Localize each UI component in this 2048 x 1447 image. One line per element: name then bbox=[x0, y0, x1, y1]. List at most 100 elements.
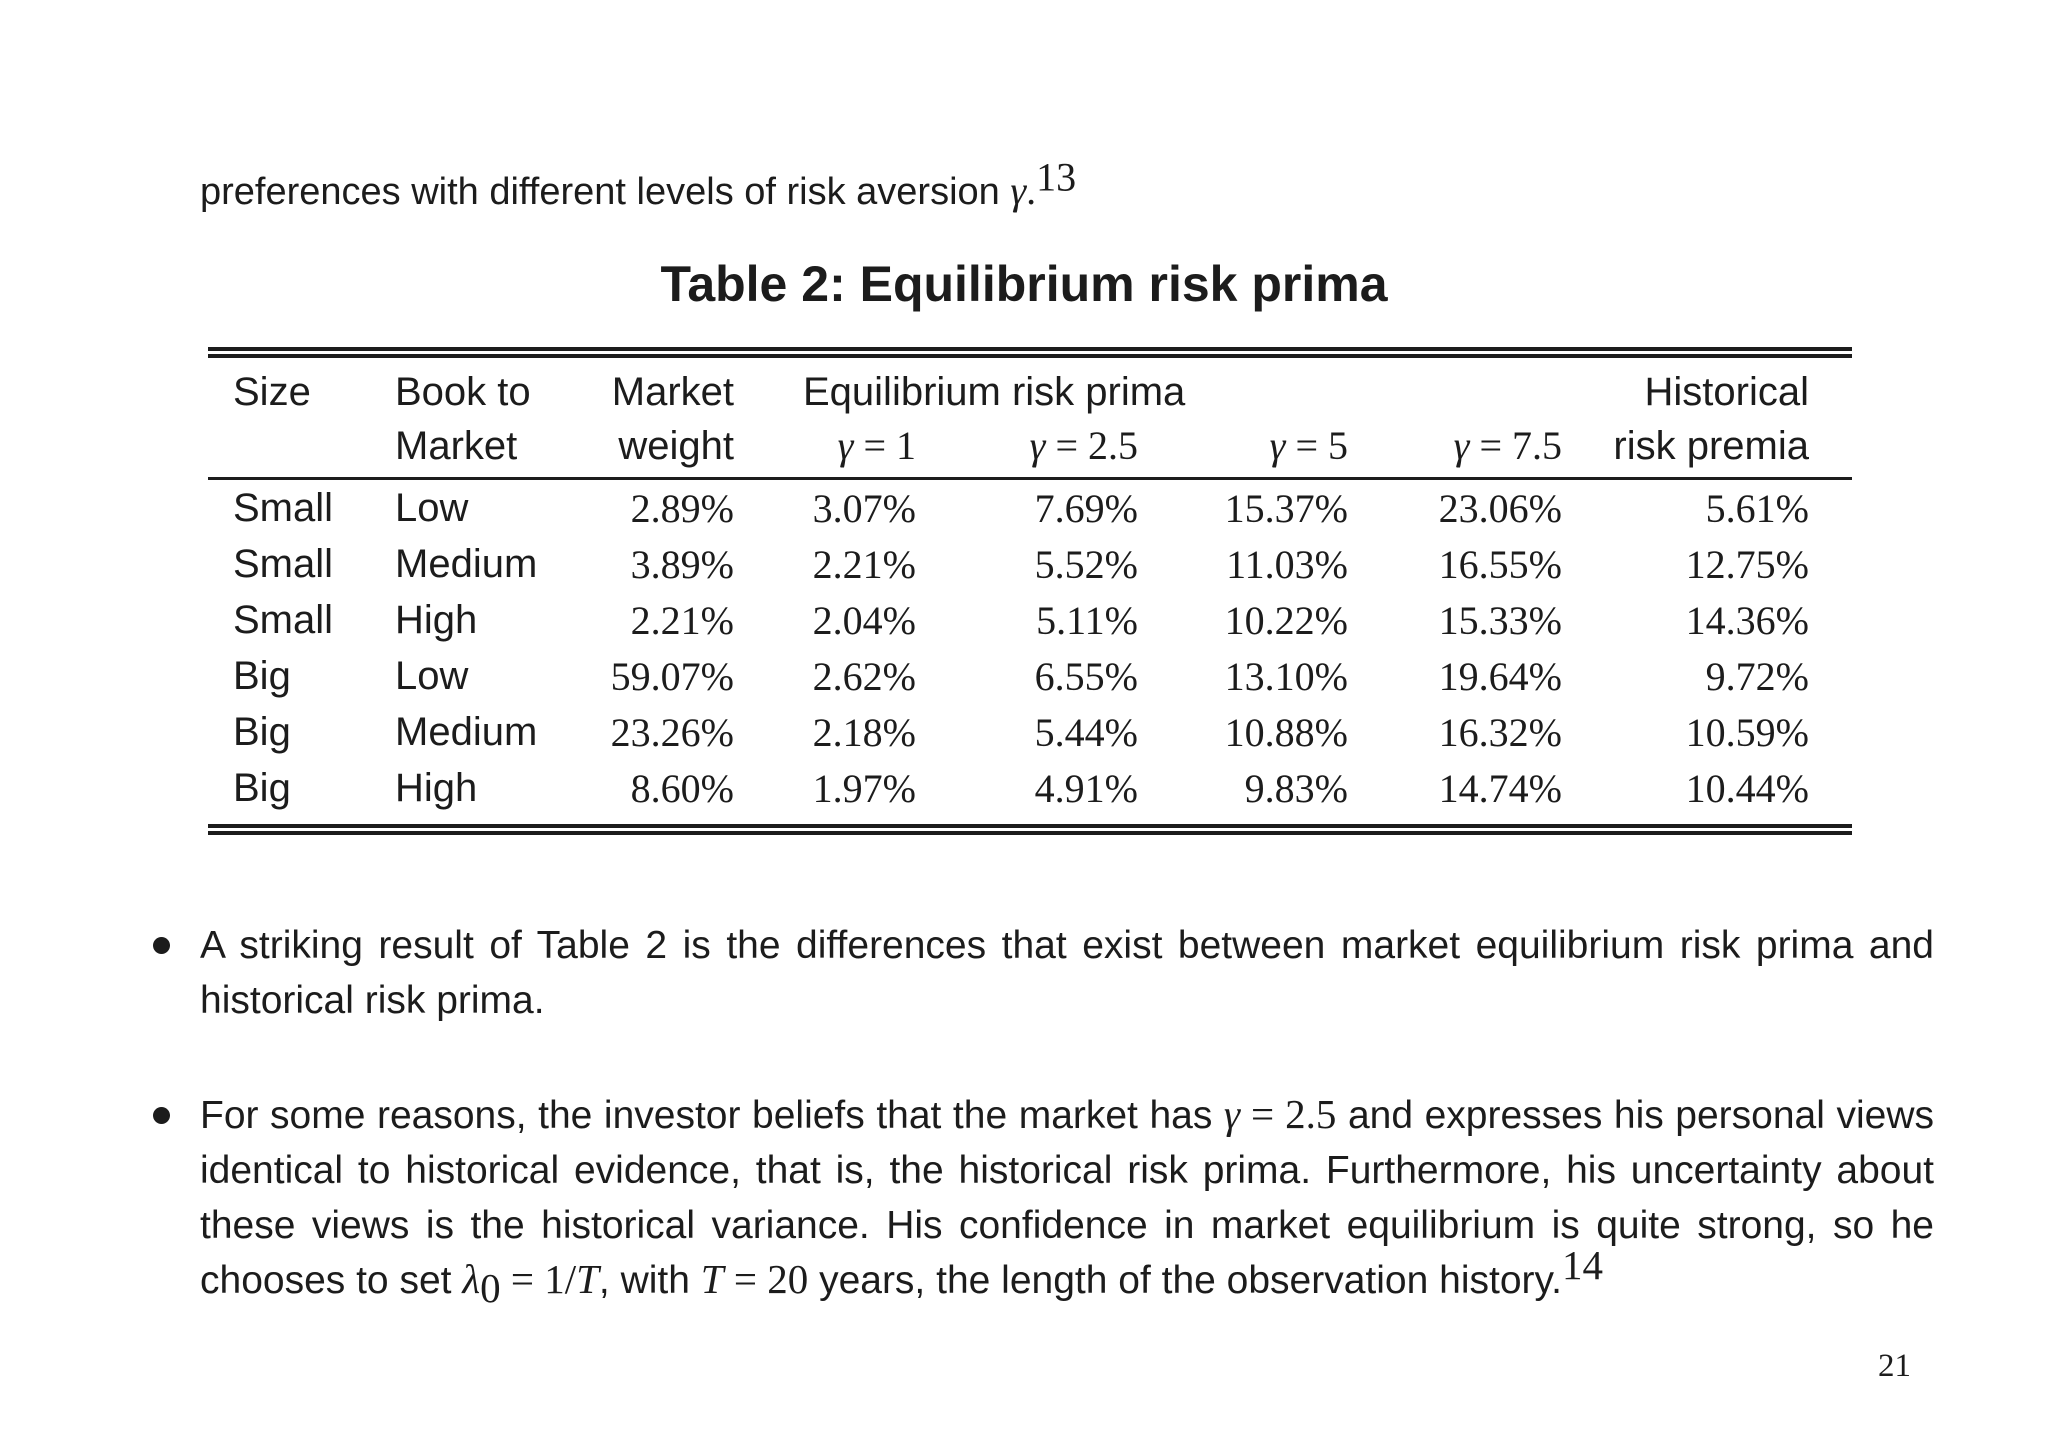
bullet-item-2: For some reasons, the investor beliefs t… bbox=[153, 1088, 1934, 1311]
intro-paragraph: preferences with different levels of ris… bbox=[200, 157, 1076, 217]
bullet-1-text: A striking result of Table 2 is the diff… bbox=[200, 924, 1934, 1022]
cell-size: Big bbox=[233, 653, 291, 698]
table-row: Big Low 59.07% 2.62% 6.55% 13.10% 19.64%… bbox=[208, 648, 1852, 704]
cell-size: Big bbox=[233, 709, 291, 754]
cell-gamma-5: 10.88% bbox=[1224, 709, 1348, 755]
cell-book-to-market: High bbox=[395, 765, 478, 810]
cell-gamma-7-5: 16.32% bbox=[1438, 709, 1562, 755]
cell-size: Big bbox=[233, 765, 291, 810]
cell-gamma-1: 2.18% bbox=[812, 709, 916, 755]
bullet-item-1: A striking result of Table 2 is the diff… bbox=[153, 918, 1934, 1028]
header-size: Size bbox=[233, 370, 311, 414]
cell-market-weight: 2.21% bbox=[630, 597, 734, 643]
cell-gamma-7-5: 14.74% bbox=[1438, 765, 1562, 811]
cell-gamma-1: 2.04% bbox=[812, 597, 916, 643]
cell-gamma-2-5: 6.55% bbox=[1034, 653, 1138, 699]
bullet-2-text-2: and expresses his personal views identic… bbox=[200, 1094, 1934, 1302]
T-symbol: T bbox=[576, 1256, 599, 1302]
table-body: Small Low 2.89% 3.07% 7.69% 15.37% 23.06… bbox=[208, 479, 1852, 817]
header-historical: Historical bbox=[1644, 370, 1809, 414]
cell-size: Small bbox=[233, 485, 334, 530]
lambda-equation: = 1/ bbox=[500, 1256, 577, 1302]
cell-book-to-market: Low bbox=[395, 653, 469, 698]
table-row: Small Medium 3.89% 2.21% 5.52% 11.03% 16… bbox=[208, 536, 1852, 592]
cell-historical: 9.72% bbox=[1705, 653, 1809, 699]
gamma-value: = 1 bbox=[853, 423, 916, 468]
gamma-symbol: γ bbox=[1269, 423, 1286, 468]
gamma-value: = 2.5 bbox=[1045, 423, 1138, 468]
cell-book-to-market: Medium bbox=[395, 541, 538, 586]
cell-market-weight: 23.26% bbox=[610, 709, 734, 755]
cell-historical: 12.75% bbox=[1685, 541, 1809, 587]
header-book-to: Book to bbox=[395, 370, 531, 414]
footnote-marker-14: 14 bbox=[1561, 1242, 1603, 1288]
gamma-symbol: γ bbox=[837, 423, 854, 468]
bullet-list: A striking result of Table 2 is the diff… bbox=[153, 918, 1934, 1368]
header-market: Market bbox=[611, 370, 734, 414]
intro-text: preferences with different levels of ris… bbox=[200, 171, 1011, 213]
cell-gamma-5: 11.03% bbox=[1226, 541, 1348, 587]
gamma-symbol: γ bbox=[1029, 423, 1046, 468]
bullet-2-text-3: , with bbox=[598, 1259, 701, 1302]
cell-gamma-2-5: 5.11% bbox=[1036, 597, 1138, 643]
equilibrium-risk-table: Size Book to Market Equilibrium risk pri… bbox=[208, 362, 1852, 816]
table-header-row-1: Size Book to Market Equilibrium risk pri… bbox=[208, 362, 1852, 416]
header-equilibrium-group: Equilibrium risk prima bbox=[803, 370, 1186, 414]
T-equation: = 20 bbox=[723, 1256, 809, 1302]
cell-historical: 10.59% bbox=[1685, 709, 1809, 755]
cell-historical: 10.44% bbox=[1685, 765, 1809, 811]
cell-gamma-7-5: 23.06% bbox=[1438, 485, 1562, 531]
cell-gamma-7-5: 19.64% bbox=[1438, 653, 1562, 699]
cell-gamma-1: 2.62% bbox=[812, 653, 916, 699]
cell-gamma-1: 2.21% bbox=[812, 541, 916, 587]
gamma-value: = 5 bbox=[1285, 423, 1348, 468]
table-row: Small Low 2.89% 3.07% 7.69% 15.37% 23.06… bbox=[208, 479, 1852, 537]
cell-gamma-2-5: 5.44% bbox=[1034, 709, 1138, 755]
footnote-marker-13: 13 bbox=[1036, 154, 1077, 200]
cell-gamma-5: 15.37% bbox=[1224, 485, 1348, 531]
cell-gamma-1: 3.07% bbox=[812, 485, 916, 531]
cell-market-weight: 3.89% bbox=[630, 541, 734, 587]
header-gamma-1: γ = 1 bbox=[735, 416, 917, 480]
cell-gamma-5: 13.10% bbox=[1224, 653, 1348, 699]
cell-historical: 5.61% bbox=[1705, 485, 1809, 531]
table-header: Size Book to Market Equilibrium risk pri… bbox=[208, 362, 1852, 480]
bullet-2-text-1: For some reasons, the investor beliefs t… bbox=[200, 1094, 1224, 1137]
T-symbol: T bbox=[700, 1256, 724, 1302]
header-risk-premia: risk premia bbox=[1563, 416, 1852, 480]
cell-gamma-2-5: 7.69% bbox=[1034, 485, 1138, 531]
table-header-row-2: Market weight γ = 1 γ = 2.5 γ = 5 γ = 7.… bbox=[208, 416, 1852, 480]
header-empty bbox=[208, 416, 370, 480]
table-row: Small High 2.21% 2.04% 5.11% 10.22% 15.3… bbox=[208, 592, 1852, 648]
table-row: Big High 8.60% 1.97% 4.91% 9.83% 14.74% … bbox=[208, 760, 1852, 816]
gamma-equation: = 2.5 bbox=[1240, 1091, 1337, 1137]
header-gamma-7-5: γ = 7.5 bbox=[1349, 416, 1563, 480]
cell-market-weight: 8.60% bbox=[630, 765, 734, 811]
cell-size: Small bbox=[233, 541, 334, 586]
equilibrium-risk-table-wrapper: Size Book to Market Equilibrium risk pri… bbox=[208, 347, 1852, 835]
header-market-2: Market bbox=[370, 416, 550, 480]
header-weight: weight bbox=[550, 416, 735, 480]
cell-size: Small bbox=[233, 597, 334, 642]
cell-book-to-market: Medium bbox=[395, 709, 538, 754]
cell-gamma-2-5: 5.52% bbox=[1034, 541, 1138, 587]
cell-historical: 14.36% bbox=[1685, 597, 1809, 643]
cell-gamma-2-5: 4.91% bbox=[1034, 765, 1138, 811]
cell-book-to-market: High bbox=[395, 597, 478, 642]
lambda-subscript: 0 bbox=[480, 1264, 501, 1311]
table-row: Big Medium 23.26% 2.18% 5.44% 10.88% 16.… bbox=[208, 704, 1852, 760]
bullet-icon bbox=[153, 1107, 170, 1124]
lambda-symbol: λ bbox=[462, 1256, 481, 1302]
cell-book-to-market: Low bbox=[395, 485, 469, 530]
cell-gamma-7-5: 15.33% bbox=[1438, 597, 1562, 643]
intro-period: . bbox=[1026, 168, 1037, 213]
page-number: 21 bbox=[1878, 1348, 1911, 1384]
cell-gamma-7-5: 16.55% bbox=[1438, 541, 1562, 587]
bullet-icon bbox=[153, 937, 170, 954]
gamma-symbol: γ bbox=[1223, 1091, 1241, 1137]
cell-gamma-5: 9.83% bbox=[1244, 765, 1348, 811]
cell-gamma-1: 1.97% bbox=[812, 765, 916, 811]
table-title: Table 2: Equilibrium risk prima bbox=[660, 256, 1388, 312]
gamma-value: = 7.5 bbox=[1469, 423, 1562, 468]
